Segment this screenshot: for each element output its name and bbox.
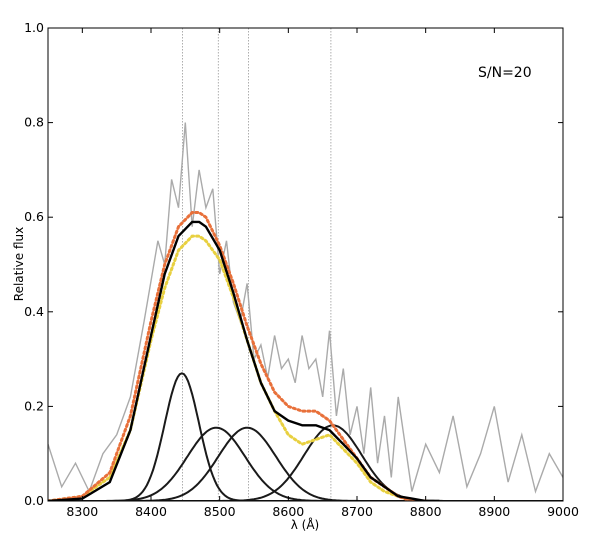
gaussian-component-3: [48, 426, 563, 501]
gaussian-component-1: [48, 372, 563, 501]
y-axis: 0.0 0.2 0.4 0.6 0.8 1.0: [24, 20, 563, 508]
y-tick-label: 0.6: [24, 209, 44, 224]
x-tick-label: 8700: [341, 504, 373, 519]
x-tick-label: 8800: [410, 504, 442, 519]
y-tick-label: 0.2: [24, 398, 44, 413]
x-tick-label: 9000: [547, 504, 579, 519]
series-noisy-spectrum: [48, 122, 563, 494]
y-axis-label: Relative flux: [12, 227, 26, 301]
y-tick-label: 1.0: [24, 20, 44, 35]
x-tick-label: 8900: [478, 504, 510, 519]
x-axis: 8300 8400 8500 8600 8700 8800 8900 9000: [66, 28, 579, 519]
x-tick-label: 8500: [204, 504, 236, 519]
y-tick-label: 0.8: [24, 115, 44, 130]
plot-frame: [47, 27, 564, 502]
gaussian-component-2: [48, 426, 563, 501]
series-total-model: [48, 220, 440, 501]
series-layer: [48, 122, 563, 501]
y-tick-label: 0.0: [24, 493, 44, 508]
x-tick-label: 8400: [135, 504, 167, 519]
x-axis-label: λ (Å): [291, 517, 320, 532]
x-tick-label: 8300: [66, 504, 98, 519]
y-tick-label: 0.4: [24, 304, 44, 319]
gaussian-component-4: [48, 424, 563, 501]
sn-annotation: S/N=20: [478, 65, 532, 81]
x-tick-label: 8600: [272, 504, 304, 519]
